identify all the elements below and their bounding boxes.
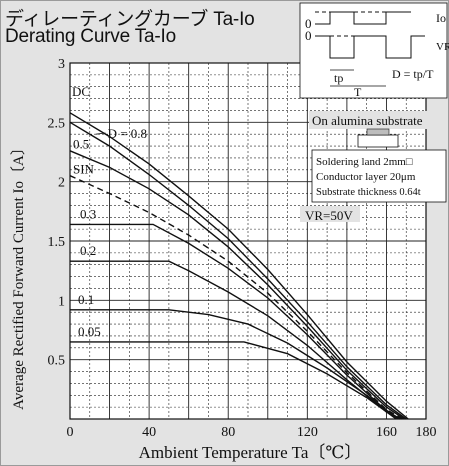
curves: DC D = 0.8 0.5 SIN 0.3 0.2 0.1 0.05 [69,84,409,420]
vr-label-bg [300,206,360,222]
plot-area [69,62,427,420]
io-waveform [315,11,411,25]
soldering-land-note: Soldering land 2mm□ [316,156,413,168]
t-label: T [354,85,362,99]
y-tick-label: 1 [58,294,65,309]
curve-0-05 [70,341,397,420]
y-tick-label: 1.5 [48,235,66,250]
substrate-thickness-note: Substrate thickness 0.64t [316,187,421,198]
chart-subtitle: Derating Curve Ta-Io [5,26,176,47]
x-tick-label: 180 [416,425,437,440]
substrate-icon [357,134,399,148]
series-label: 0.1 [78,292,94,307]
waveform-inset: 0 Io 0 VR tp T D = tp/T [299,2,449,99]
x-tick-label: 40 [142,425,156,440]
x-axis-label: Ambient Temperature Ta〔℃〕 [139,443,362,462]
x-tick-label: 160 [376,425,397,440]
series-label: DC [72,84,90,99]
vr-label: VR=50V [305,208,353,223]
x-tick-label: 120 [297,425,318,440]
vr-zero-label: 0 [305,28,312,43]
curve-0-3 [70,223,401,420]
series-label: 0.2 [80,243,96,258]
series-label: 0.3 [80,206,96,221]
leader-line [95,132,106,135]
curve-0-5 [69,150,405,420]
y-tick-label: 2 [58,176,65,191]
substrate-inset: On alumina substrate Soldering land 2mm□… [309,111,447,203]
vr-waveform-label: VR [436,41,449,53]
tp-label: tp [334,71,343,85]
y-tick-label: 0.5 [48,354,66,369]
curve-d-0-8 [69,121,407,420]
series-label: SIN [73,161,95,176]
y-axis-label: Average Rectified Forward Current Io〔A〕 [10,140,27,410]
io-zero-label: 0 [305,16,312,31]
y-tick-label: 3 [58,57,65,72]
substrate-label: On alumina substrate [312,113,423,128]
vr-waveform [315,35,425,59]
curve-sin [69,175,403,420]
y-tick-label: 2.5 [48,116,66,131]
chart-title: ディレーティングカーブ Ta-Io [5,9,255,30]
series-label: 0.5 [73,136,89,151]
duty-formula: D = tp/T [392,67,434,81]
series-label: D = 0.8 [108,126,147,141]
curve-0-2 [70,260,401,420]
conductor-layer-note: Conductor layer 20μm [316,171,416,183]
x-tick-label: 0 [67,425,74,440]
series-label: 0.05 [78,324,101,339]
curve-dc [69,112,409,420]
io-label: Io [436,11,446,25]
pad-icon [366,128,390,136]
axes: 0 40 80 120 160 180 0.5 1 1.5 2 2.5 3 [48,57,437,440]
curve-0-1 [70,309,399,420]
x-tick-label: 80 [221,425,235,440]
